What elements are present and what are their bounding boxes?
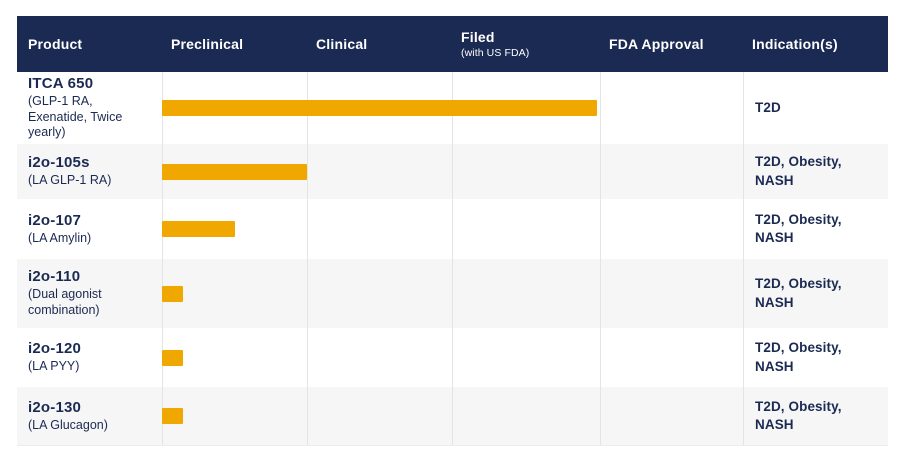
table-header: Product Preclinical Clinical Filed (with…	[17, 16, 888, 72]
progress-bar	[162, 221, 235, 237]
table-body: ITCA 650 (GLP-1 RA, Exenatide, Twice yea…	[17, 72, 888, 446]
column-gridline	[600, 72, 601, 445]
progress-bar	[162, 285, 183, 302]
product-detail: (GLP-1 RA, Exenatide, Twice yearly)	[28, 94, 123, 140]
table-row: i2o-107 (LA Amylin) T2D, Obesity, NASH	[17, 199, 888, 259]
header-cell-clinical: Clinical	[307, 36, 452, 52]
product-name: i2o-107	[28, 211, 82, 229]
progress-bar	[162, 163, 307, 180]
product-name: i2o-120	[28, 340, 82, 358]
header-cell-product: Product	[17, 36, 162, 52]
product-name: ITCA 650	[28, 75, 94, 93]
table-row: i2o-120 (LA PYY) T2D, Obesity, NASH	[17, 328, 888, 387]
header-label: Preclinical	[171, 35, 244, 52]
indication-cell: T2D	[755, 99, 781, 115]
product-cell: ITCA 650 (GLP-1 RA, Exenatide, Twice yea…	[17, 72, 162, 144]
header-label: FDA Approval	[609, 35, 704, 52]
product-cell: i2o-110 (Dual agonist combination)	[17, 259, 162, 328]
product-name: i2o-130	[28, 398, 82, 416]
product-detail: (LA Glucagon)	[28, 417, 108, 432]
product-detail: (LA GLP-1 RA)	[28, 173, 112, 188]
header-label: Filed	[461, 29, 495, 46]
header-label: Product	[28, 35, 83, 52]
header-label: Indication(s)	[752, 35, 838, 52]
product-cell: i2o-107 (LA Amylin)	[17, 199, 162, 259]
header-cell-fda-approval: FDA Approval	[600, 36, 743, 52]
product-detail: (Dual agonist combination)	[28, 287, 102, 317]
indication-cell: T2D, Obesity, NASH	[755, 398, 842, 432]
product-detail: (LA Amylin)	[28, 230, 92, 245]
progress-bar	[162, 349, 183, 366]
header-cell-preclinical: Preclinical	[162, 36, 307, 52]
header-cell-indications: Indication(s)	[743, 36, 888, 52]
product-cell: i2o-120 (LA PYY)	[17, 328, 162, 387]
table-row: ITCA 650 (GLP-1 RA, Exenatide, Twice yea…	[17, 72, 888, 144]
product-detail: (LA PYY)	[28, 359, 80, 374]
product-name: i2o-110	[28, 268, 81, 286]
indication-cell: T2D, Obesity, NASH	[755, 276, 842, 310]
header-label: Clinical	[316, 35, 368, 52]
header-cell-filed: Filed (with US FDA)	[452, 29, 600, 58]
product-name: i2o-105s	[28, 154, 90, 172]
column-gridline	[452, 72, 453, 445]
column-gridline	[307, 72, 308, 445]
pipeline-table: Product Preclinical Clinical Filed (with…	[17, 16, 888, 446]
indication-cell: T2D, Obesity, NASH	[755, 211, 842, 245]
indication-cell: T2D, Obesity, NASH	[755, 340, 842, 374]
column-gridline	[162, 72, 163, 445]
column-gridline	[743, 72, 744, 445]
progress-bar	[162, 100, 597, 116]
product-cell: i2o-105s (LA GLP-1 RA)	[17, 144, 162, 199]
indication-cell: T2D, Obesity, NASH	[755, 154, 842, 188]
product-cell: i2o-130 (LA Glucagon)	[17, 387, 162, 445]
progress-bar	[162, 408, 183, 424]
header-sublabel: (with US FDA)	[461, 46, 530, 59]
